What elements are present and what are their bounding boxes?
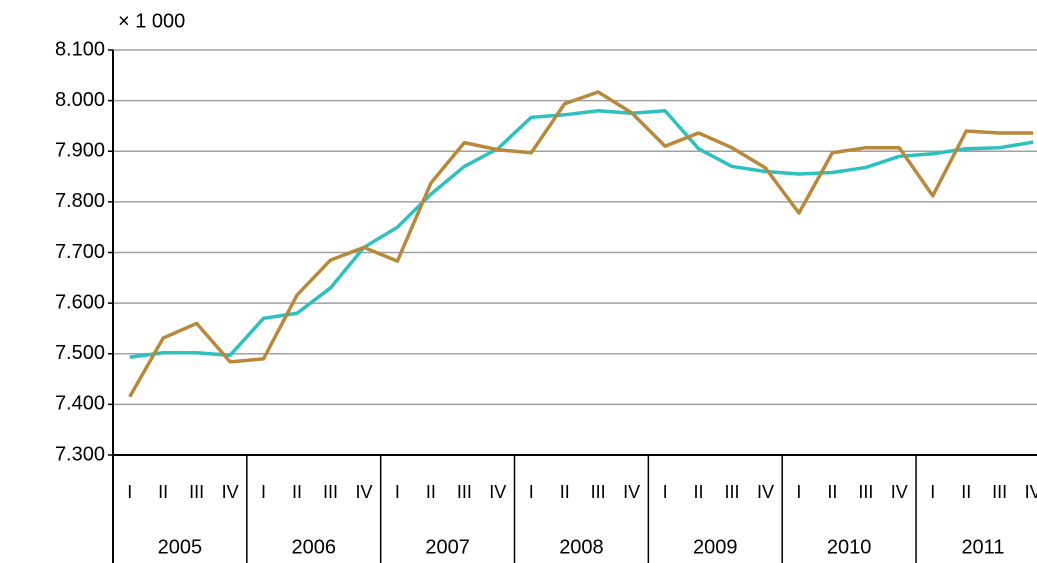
y-tick-label: 7.300: [55, 443, 105, 465]
x-tick-label: II: [426, 482, 436, 502]
x-tick-label: II: [961, 482, 971, 502]
series-line: [129, 109, 1034, 360]
group-label: 2005: [158, 536, 203, 558]
group-label: 2007: [425, 536, 470, 558]
x-tick-label: III: [457, 482, 472, 502]
x-tick-label: II: [560, 482, 570, 502]
x-tick-label: III: [992, 482, 1007, 502]
y-tick-label: 7.800: [55, 190, 105, 212]
group-label: 2010: [827, 536, 872, 558]
x-tick-label: IV: [355, 482, 372, 502]
x-tick-label: I: [663, 482, 668, 502]
x-tick-label: III: [189, 482, 204, 502]
x-tick-label: I: [127, 482, 132, 502]
x-tick-label: I: [395, 482, 400, 502]
x-tick-label: I: [930, 482, 935, 502]
group-label: 2009: [693, 536, 738, 558]
group-label: 2008: [559, 536, 604, 558]
y-tick-label: 8.100: [55, 38, 105, 60]
y-tick-label: 7.700: [55, 241, 105, 263]
y-tick-label: 8.000: [55, 89, 105, 111]
x-tick-label: II: [292, 482, 302, 502]
y-tick-label: 7.400: [55, 393, 105, 415]
x-tick-label: III: [591, 482, 606, 502]
x-tick-label: III: [323, 482, 338, 502]
x-tick-label: II: [694, 482, 704, 502]
x-tick-label: IV: [757, 482, 774, 502]
x-tick-label: IV: [1025, 482, 1037, 502]
x-tick-label: IV: [623, 482, 640, 502]
series-line: [128, 90, 1034, 398]
x-tick-label: III: [858, 482, 873, 502]
group-label: 2006: [292, 536, 337, 558]
x-tick-label: I: [261, 482, 266, 502]
x-tick-label: II: [158, 482, 168, 502]
x-tick-label: I: [529, 482, 534, 502]
x-tick-label: II: [827, 482, 837, 502]
y-tick-label: 7.900: [55, 140, 105, 162]
x-tick-label: IV: [891, 482, 908, 502]
x-tick-label: IV: [489, 482, 506, 502]
x-tick-label: IV: [222, 482, 239, 502]
group-label: 2011: [961, 536, 1004, 558]
unit-label: × 1 000: [118, 10, 185, 32]
y-tick-label: 7.600: [55, 291, 105, 313]
x-tick-label: III: [725, 482, 740, 502]
y-tick-label: 7.500: [55, 342, 105, 364]
x-tick-label: I: [796, 482, 801, 502]
